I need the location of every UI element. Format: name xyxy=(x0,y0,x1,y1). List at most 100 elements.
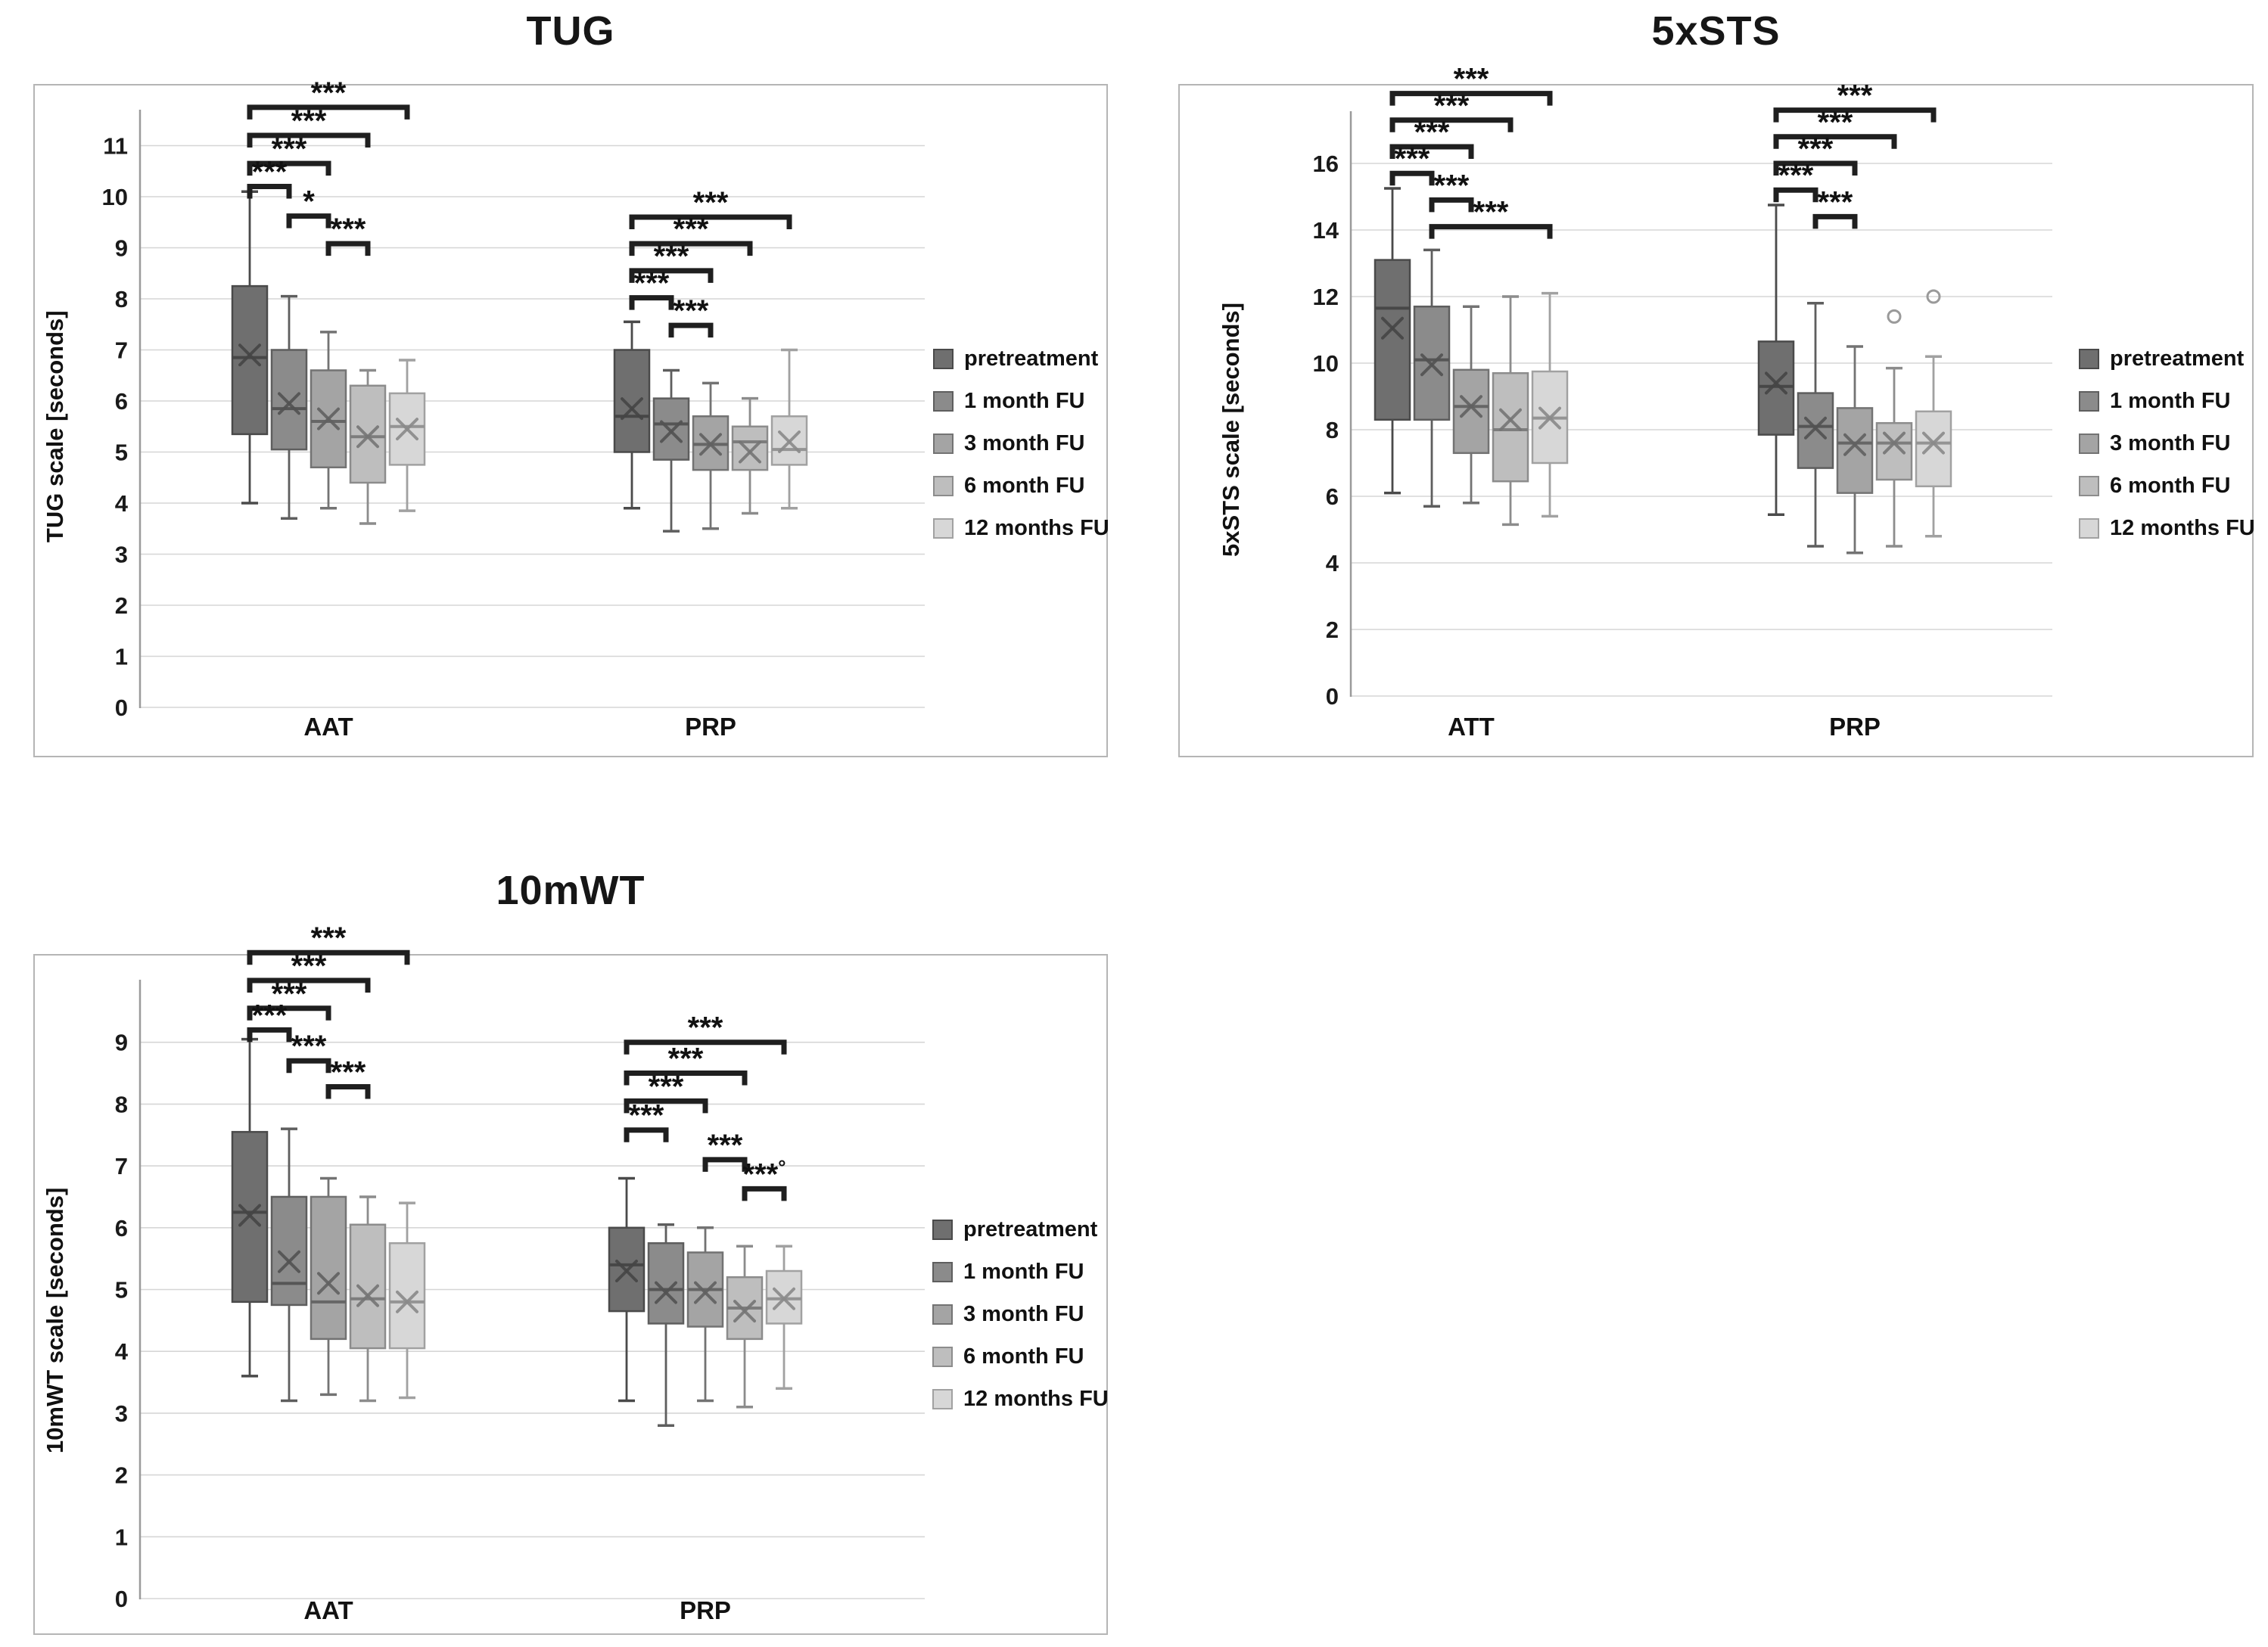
legend-label: 12 months FU xyxy=(2110,516,2255,540)
significance-bracket: *** xyxy=(624,1043,748,1086)
box-iqr xyxy=(1452,368,1490,455)
x-category-label: PRP xyxy=(1829,713,1881,741)
mean-x-marker xyxy=(655,1281,677,1304)
legend-item-1-month-FU: 1 month FU xyxy=(933,389,1109,413)
plot-panel xyxy=(33,954,1108,1635)
y-tick-label: 9 xyxy=(115,1030,128,1056)
boxplot-aat-pretreatment xyxy=(231,1037,269,1378)
boxplot-prp-12-months-FU xyxy=(765,1245,803,1390)
bracket-line xyxy=(1389,91,1553,106)
boxplot-aat-1-month-FU xyxy=(270,294,308,520)
x-category-label: PRP xyxy=(680,1596,731,1624)
significance-bracket: *** xyxy=(247,104,371,148)
box-iqr xyxy=(652,397,690,461)
box-iqr xyxy=(1797,392,1834,469)
significance-stars: *** xyxy=(272,132,307,166)
significance-stars: *** xyxy=(252,156,288,189)
group-prp: PRP*************** xyxy=(1757,79,1952,741)
significance-bracket: *** xyxy=(629,267,674,310)
significance-stars: *** xyxy=(311,921,347,955)
y-tick-label: 2 xyxy=(1326,617,1339,643)
group-att: ATT****************** xyxy=(1374,63,1569,741)
y-tick-label: 4 xyxy=(115,490,129,517)
y-tick-label: 2 xyxy=(115,592,128,619)
legend-swatch xyxy=(932,1389,953,1409)
legend-swatch xyxy=(932,1347,953,1367)
mean-x-marker xyxy=(278,1250,300,1273)
legend-label: 3 month FU xyxy=(963,1302,1084,1326)
chart-title-5xsts: 5xSTS xyxy=(1651,8,1781,54)
significance-bracket: *** xyxy=(1812,185,1858,229)
legend-label: 3 month FU xyxy=(964,431,1085,455)
bracket-line xyxy=(325,241,371,256)
mean-x-marker xyxy=(1499,408,1522,431)
significance-bracket: *** xyxy=(1429,196,1553,239)
bracket-line xyxy=(624,1127,669,1142)
legend-label: 6 month FU xyxy=(963,1344,1084,1369)
group-prp: PRP******************° xyxy=(608,1012,803,1624)
y-tick-labels: 0 1 2 3 4 5 6 7 8 9 10 11 xyxy=(102,133,129,722)
bracket-line xyxy=(247,104,410,120)
significance-bracket: *** xyxy=(629,213,753,256)
significance-bracket: *** xyxy=(668,294,714,338)
significance-stars: *** xyxy=(654,240,689,273)
boxplot-prp-3-month-FU xyxy=(1836,345,1874,555)
significance-bracket: * xyxy=(286,185,331,228)
y-tick-label: 5 xyxy=(115,1277,128,1304)
significance-bracket: *** xyxy=(1429,169,1474,213)
significance-bracket: ***° xyxy=(742,1155,787,1201)
bracket-line xyxy=(1389,144,1474,159)
boxplot-prp-3-month-FU xyxy=(686,1226,724,1403)
x-category-label: ATT xyxy=(1448,713,1495,741)
boxplot-att-1-month-FU xyxy=(1413,248,1451,508)
y-axis-title: 5xSTS scale [seconds] xyxy=(1218,303,1244,557)
group-aat: AAT****************** xyxy=(231,921,426,1624)
box-iqr xyxy=(1915,410,1952,488)
legend-item-12-months-FU: 12 months FU xyxy=(2079,516,2255,540)
significance-bracket: *** xyxy=(1773,106,1897,149)
mean-x-marker xyxy=(396,418,418,441)
mean-x-marker xyxy=(1538,406,1561,430)
mean-x-marker xyxy=(238,343,261,367)
legend-label: pretreatment xyxy=(963,1217,1098,1241)
bracket-line xyxy=(1773,187,1818,203)
significance-stars: *** xyxy=(1778,159,1814,192)
legend-item-12-months-FU: 12 months FU xyxy=(933,516,1109,540)
significance-stars: *** xyxy=(272,977,307,1011)
legend-swatch xyxy=(932,1220,953,1240)
legend-label: 12 months FU xyxy=(963,1387,1109,1411)
legend-item-pretreatment: pretreatment xyxy=(933,346,1109,371)
significance-bracket: *** xyxy=(1389,142,1435,186)
legend-item-pretreatment: pretreatment xyxy=(2079,346,2255,371)
legend-item-6-month-FU: 6 month FU xyxy=(932,1344,1109,1369)
y-tick-label: 5 xyxy=(115,440,128,466)
boxplot-aat-12-months-FU xyxy=(388,1201,426,1400)
y-tick-label: 7 xyxy=(115,1153,128,1179)
boxplot-prp-1-month-FU xyxy=(647,1223,685,1427)
bracket-line xyxy=(1389,170,1435,186)
boxplot-prp-pretreatment xyxy=(608,1176,646,1403)
significance-bracket: *** xyxy=(1773,159,1818,203)
box-iqr xyxy=(270,1195,308,1307)
significance-bracket: *** xyxy=(325,1056,371,1099)
significance-bracket: *** xyxy=(702,1129,748,1172)
bracket-line xyxy=(247,160,331,176)
y-tick-label: 2 xyxy=(115,1462,128,1489)
significance-stars: *** xyxy=(708,1129,743,1162)
y-axis-title: 10mWT scale [seconds] xyxy=(42,1188,68,1453)
significance-stars: *** xyxy=(1434,89,1470,123)
significance-bracket: *** xyxy=(624,1099,669,1142)
significance-stars: *** xyxy=(688,1012,723,1045)
significance-bracket: *** xyxy=(247,921,410,965)
boxplot-aat-pretreatment xyxy=(231,190,269,505)
mean-x-marker xyxy=(660,420,683,443)
box-iqr xyxy=(613,349,651,453)
boxplot-att-6-month-FU xyxy=(1492,295,1529,527)
boxplot-prp-12-months-FU xyxy=(1915,289,1952,538)
mean-x-marker xyxy=(1843,433,1866,456)
y-tick-label: 0 xyxy=(115,1586,128,1612)
bracket-line xyxy=(1429,224,1553,239)
mean-x-marker xyxy=(1381,316,1404,340)
